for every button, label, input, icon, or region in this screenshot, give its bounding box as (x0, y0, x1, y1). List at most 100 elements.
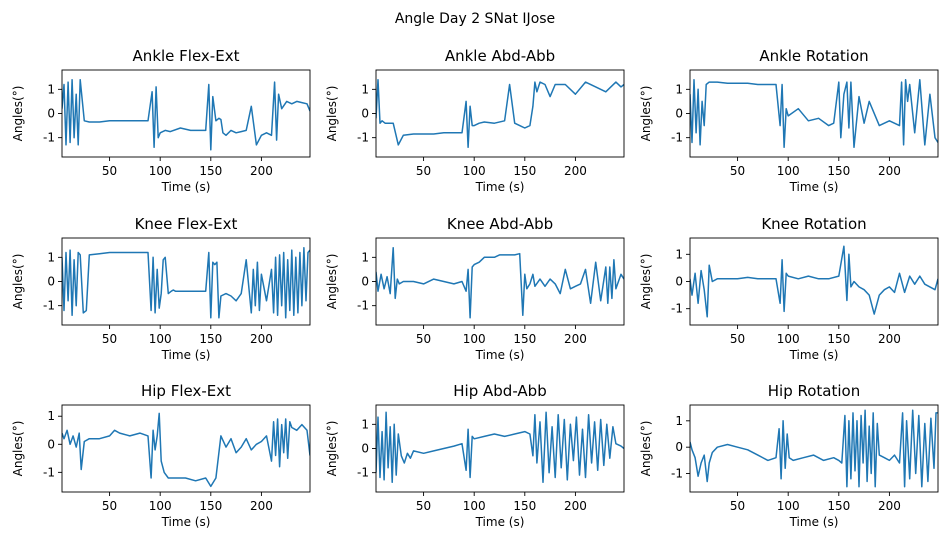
x-tick-label: 150 (513, 164, 536, 178)
x-tick-label: 200 (564, 164, 587, 178)
series-line (376, 78, 624, 149)
x-axis-label: Time (s) (789, 348, 839, 362)
y-tick-label: 1 (361, 417, 369, 431)
y-axis-label: Angles(°) (11, 86, 25, 142)
subplot-5: Knee Abd-Abb 50 100 150 200 1 0 -1 Time (s) Angle… (325, 215, 625, 362)
x-tick-label: 150 (513, 332, 536, 346)
x-tick-label: 50 (730, 332, 745, 346)
x-tick-label: 150 (513, 499, 536, 513)
y-tick-label: 0 (361, 442, 369, 456)
series-line (62, 412, 310, 488)
x-tick-label: 50 (416, 164, 431, 178)
figure-title: Angle Day 2 SNat IJose (395, 11, 555, 27)
y-tick-label: 1 (675, 247, 683, 261)
subplot-title: Knee Abd-Abb (447, 215, 553, 233)
x-axis-label: Time (s) (161, 515, 211, 529)
y-tick-label: -1 (671, 467, 683, 481)
subplot-3: Ankle Rotation 50 100 150 200 1 0 -1 Time (s) Ang… (639, 47, 939, 194)
series-line (690, 245, 938, 318)
x-tick-label: 100 (777, 499, 800, 513)
x-tick-label: 50 (416, 499, 431, 513)
y-tick-label: 0 (675, 440, 683, 454)
plot-frame (689, 404, 939, 493)
subplot-1: Ankle Flex-Ext 50 100 150 200 1 0 -1 Time (s) Ang… (11, 47, 311, 194)
y-tick-label: 1 (361, 82, 369, 96)
subplot-8: Hip Abd-Abb 50 100 150 200 1 0 -1 Time (s) Angles… (325, 382, 625, 529)
y-tick-label: 0 (47, 275, 55, 289)
x-tick-label: 200 (250, 499, 273, 513)
x-tick-label: 150 (827, 164, 850, 178)
series-line (376, 246, 624, 319)
y-axis-label: Angles(°) (325, 254, 339, 310)
x-axis-label: Time (s) (789, 180, 839, 194)
y-tick-label: 0 (675, 107, 683, 121)
x-tick-label: 200 (878, 499, 901, 513)
y-axis-label: Angles(°) (11, 254, 25, 310)
y-axis-label: Angles(°) (11, 421, 25, 477)
x-tick-label: 100 (149, 164, 172, 178)
subplot-title: Ankle Abd-Abb (445, 47, 555, 65)
subplot-title: Hip Flex-Ext (141, 382, 231, 400)
x-tick-label: 100 (149, 332, 172, 346)
subplot-6: Knee Rotation 50 100 150 200 1 0 -1 Time (s) Angl… (639, 215, 939, 362)
series-line (62, 246, 310, 319)
y-tick-label: 0 (47, 437, 55, 451)
subplot-4: Knee Flex-Ext 50 100 150 200 1 0 -1 Time (s) Angl… (11, 215, 311, 362)
subplot-title: Knee Flex-Ext (135, 215, 238, 233)
y-tick-label: -1 (43, 465, 55, 479)
x-axis-label: Time (s) (789, 515, 839, 529)
x-tick-label: 50 (102, 164, 117, 178)
y-axis-label: Angles(°) (639, 421, 653, 477)
subplot-title: Hip Abd-Abb (453, 382, 546, 400)
x-tick-label: 100 (463, 332, 486, 346)
y-tick-label: -1 (671, 131, 683, 145)
y-tick-label: 1 (361, 250, 369, 264)
y-axis-label: Angles(°) (325, 421, 339, 477)
series-line (690, 409, 938, 488)
x-tick-label: 200 (250, 332, 273, 346)
y-tick-label: 1 (47, 82, 55, 96)
series-line (376, 411, 624, 484)
x-tick-label: 100 (777, 164, 800, 178)
y-tick-label: -1 (357, 466, 369, 480)
y-axis-label: Angles(°) (639, 86, 653, 142)
subplot-7: Hip Flex-Ext 50 100 150 200 1 0 -1 Time (s) Angle… (11, 382, 311, 529)
y-tick-label: -1 (43, 299, 55, 313)
x-tick-label: 50 (102, 499, 117, 513)
y-tick-label: 0 (47, 107, 55, 121)
series-line (62, 78, 310, 151)
x-tick-label: 100 (149, 499, 172, 513)
x-tick-label: 200 (878, 332, 901, 346)
x-tick-label: 150 (199, 332, 222, 346)
plot-frame (689, 237, 939, 326)
x-tick-label: 200 (878, 164, 901, 178)
y-tick-label: 1 (47, 409, 55, 423)
x-tick-label: 100 (463, 164, 486, 178)
y-tick-label: -1 (671, 302, 683, 316)
x-tick-label: 100 (777, 332, 800, 346)
x-axis-label: Time (s) (161, 180, 211, 194)
x-axis-label: Time (s) (475, 180, 525, 194)
x-tick-label: 150 (199, 499, 222, 513)
x-tick-label: 200 (250, 164, 273, 178)
x-tick-label: 50 (416, 332, 431, 346)
x-tick-label: 100 (463, 499, 486, 513)
x-tick-label: 50 (730, 499, 745, 513)
series-line (690, 78, 938, 149)
subplot-title: Ankle Flex-Ext (133, 47, 240, 65)
y-tick-label: 1 (47, 250, 55, 264)
x-tick-label: 150 (827, 332, 850, 346)
x-tick-label: 150 (199, 164, 222, 178)
x-axis-label: Time (s) (475, 515, 525, 529)
y-tick-label: 0 (361, 275, 369, 289)
y-axis-label: Angles(°) (325, 86, 339, 142)
x-tick-label: 50 (102, 332, 117, 346)
x-tick-label: 200 (564, 499, 587, 513)
x-tick-label: 200 (564, 332, 587, 346)
subplot-title: Ankle Rotation (759, 47, 868, 65)
y-axis-label: Angles(°) (639, 254, 653, 310)
y-tick-label: 1 (675, 82, 683, 96)
x-axis-label: Time (s) (475, 348, 525, 362)
